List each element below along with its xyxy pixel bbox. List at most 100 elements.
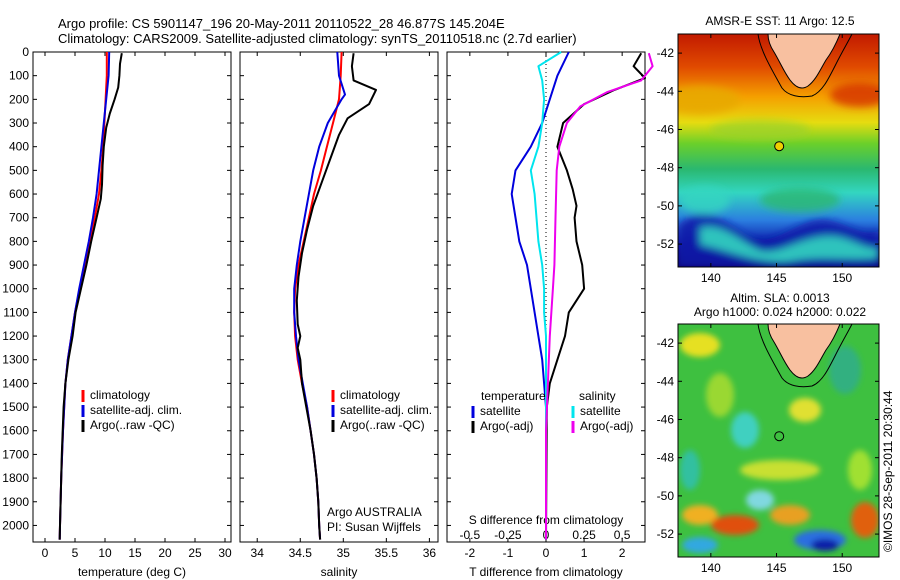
difference-legend-entry: Argo(-adj) xyxy=(480,419,533,433)
sla-map-subtitle: Argo h1000: 0.024 h2000: 0.022 xyxy=(694,305,866,319)
temperature-xtick-label: 15 xyxy=(128,546,142,560)
temperature-xtick-label: 5 xyxy=(72,546,79,560)
temperature-series-argo-raw-qc- xyxy=(58,53,123,540)
sst_map-ytick-label: -50 xyxy=(657,199,675,213)
salinity-panel: 34 34.5 35 35.5 36 salinity climatologysatelli… xyxy=(239,51,439,579)
sst_map-ytick-label: -46 xyxy=(657,122,675,136)
depth-tick-label: 1100 xyxy=(3,305,29,319)
argo-australia-label: Argo AUSTRALIA xyxy=(327,505,422,519)
salinity-diff-tick-label: 0.25 xyxy=(572,528,596,542)
sst_map-ytick-label: -42 xyxy=(657,46,675,60)
sst-map-frame xyxy=(677,33,880,268)
sla-eez-outline xyxy=(757,324,853,388)
salinity-series-argo-raw-qc- xyxy=(295,53,377,540)
temperature-xtick-label: 10 xyxy=(98,546,112,560)
sst-field-features xyxy=(678,83,879,267)
salinity-diff-tick-label: -0.5 xyxy=(460,528,481,542)
temperature-axis-label: temperature (deg C) xyxy=(78,565,186,579)
sst-profile-marker xyxy=(774,141,785,152)
pi-label: PI: Susan Wijffels xyxy=(327,520,421,534)
difference-xtick-label: -2 xyxy=(465,546,476,560)
sst_map-xtick-label: 150 xyxy=(832,271,852,285)
legend-temperature-title: temperature xyxy=(481,389,546,403)
salinity-xtick-label: 36 xyxy=(423,546,437,560)
temperature-panel: 0100200300400500600700800900100011001200… xyxy=(2,45,232,579)
sla_map-xtick-label: 150 xyxy=(832,561,852,575)
depth-tick-label: 500 xyxy=(9,163,29,177)
depth-tick-label: 800 xyxy=(9,234,29,248)
salinity-legend-entry: satellite-adj. clim. xyxy=(340,403,432,417)
sst_map-xtick-label: 140 xyxy=(701,271,721,285)
difference-xtick-label: 0 xyxy=(543,546,550,560)
sla_map-ytick-label: -52 xyxy=(657,527,675,541)
depth-tick-label: 1900 xyxy=(2,495,29,509)
sst-map-ticks: 140 145 150 -42 -44 -46 -48 -50 -52 xyxy=(657,34,879,285)
depth-tick-label: 1500 xyxy=(2,400,29,414)
sst_map-ytick-label: -52 xyxy=(657,237,675,251)
sla-field-features xyxy=(680,333,879,553)
difference-panel: -2 -1 0 1 2-0.5 -0.25 0 0.25 0.5S difference fro… xyxy=(446,51,654,579)
salinity-xtick-label: 35 xyxy=(337,546,351,560)
temperature-legend-entry: satellite-adj. clim. xyxy=(90,403,182,417)
difference-series-satellite xyxy=(510,51,570,540)
sla-profile-marker xyxy=(774,431,785,442)
depth-tick-label: 100 xyxy=(9,69,29,83)
salinity-xtick-label: 34 xyxy=(251,546,265,560)
depth-tick-label: 1000 xyxy=(2,282,29,296)
imos-credit: ©IMOS 28-Sep-2011 20:30:44 xyxy=(881,390,895,552)
depth-tick-label: 1300 xyxy=(2,353,29,367)
depth-tick-label: 200 xyxy=(9,92,29,106)
difference-axis-label: T difference from climatology xyxy=(469,565,623,579)
depth-tick-label: 2000 xyxy=(2,518,29,532)
depth-tick-label: 1600 xyxy=(2,424,29,438)
difference-xtick-label: -1 xyxy=(503,546,514,560)
legend-salinity-title: salinity xyxy=(579,389,616,403)
sla_map-ytick-label: -44 xyxy=(657,374,675,388)
sla-landmass xyxy=(767,324,841,379)
temperature-legend-entry: climatology xyxy=(90,388,150,402)
salinity-legend-entry: Argo(..raw -QC) xyxy=(340,418,425,432)
depth-tick-label: 700 xyxy=(9,211,29,225)
sla-map-title: Altim. SLA: 0.0013 xyxy=(730,291,830,305)
depth-tick-label: 1200 xyxy=(2,329,29,343)
salinity-diff-tick-label: 0.5 xyxy=(614,528,631,542)
temperature-legend-entry: Argo(..raw -QC) xyxy=(90,418,175,432)
difference-xtick-label: 1 xyxy=(581,546,588,560)
difference-legend-entry: satellite xyxy=(580,404,621,418)
depth-tick-label: 600 xyxy=(9,187,29,201)
sla_map-xtick-label: 140 xyxy=(701,561,721,575)
sla_map-ytick-label: -48 xyxy=(657,451,675,465)
difference-series-satellite xyxy=(529,51,562,540)
sla_map-ytick-label: -46 xyxy=(657,412,675,426)
sla-map xyxy=(678,324,879,557)
sst-map xyxy=(678,34,879,267)
depth-tick-label: 1400 xyxy=(2,376,29,390)
salinity-diff-tick-label: -0.25 xyxy=(494,528,522,542)
depth-tick-label: 900 xyxy=(9,258,29,272)
difference-series-argo-adj- xyxy=(545,52,654,540)
difference-xtick-label: 2 xyxy=(619,546,626,560)
difference-legend-entry: satellite xyxy=(480,404,521,418)
temperature-xtick-label: 30 xyxy=(218,546,232,560)
salinity-axis-label: salinity xyxy=(321,565,358,579)
sla-map-frame xyxy=(677,323,880,558)
sst_map-ytick-label: -48 xyxy=(657,161,675,175)
salinity-xtick-label: 34.5 xyxy=(289,546,313,560)
salinity-xtick-label: 35.5 xyxy=(375,546,399,560)
sla_map-ytick-label: -50 xyxy=(657,489,675,503)
salinity-legend-entry: climatology xyxy=(340,388,400,402)
header-line-1: Argo profile: CS 5901147_196 20-May-2011… xyxy=(58,16,505,31)
depth-tick-label: 300 xyxy=(9,116,29,130)
sst-landmass xyxy=(767,34,841,89)
sla_map-ytick-label: -42 xyxy=(657,336,675,350)
sst-eez-outline xyxy=(757,34,853,98)
depth-tick-label: 1800 xyxy=(2,471,29,485)
salinity-frame xyxy=(239,51,439,543)
temperature-frame xyxy=(32,51,232,543)
sst-map-title: AMSR-E SST: 11 Argo: 12.5 xyxy=(705,14,855,28)
depth-tick-label: 1700 xyxy=(2,447,29,461)
sst_map-ytick-label: -44 xyxy=(657,84,675,98)
temperature-xtick-label: 20 xyxy=(158,546,172,560)
header-line-2: Climatology: CARS2009. Satellite-adjuste… xyxy=(58,31,577,46)
